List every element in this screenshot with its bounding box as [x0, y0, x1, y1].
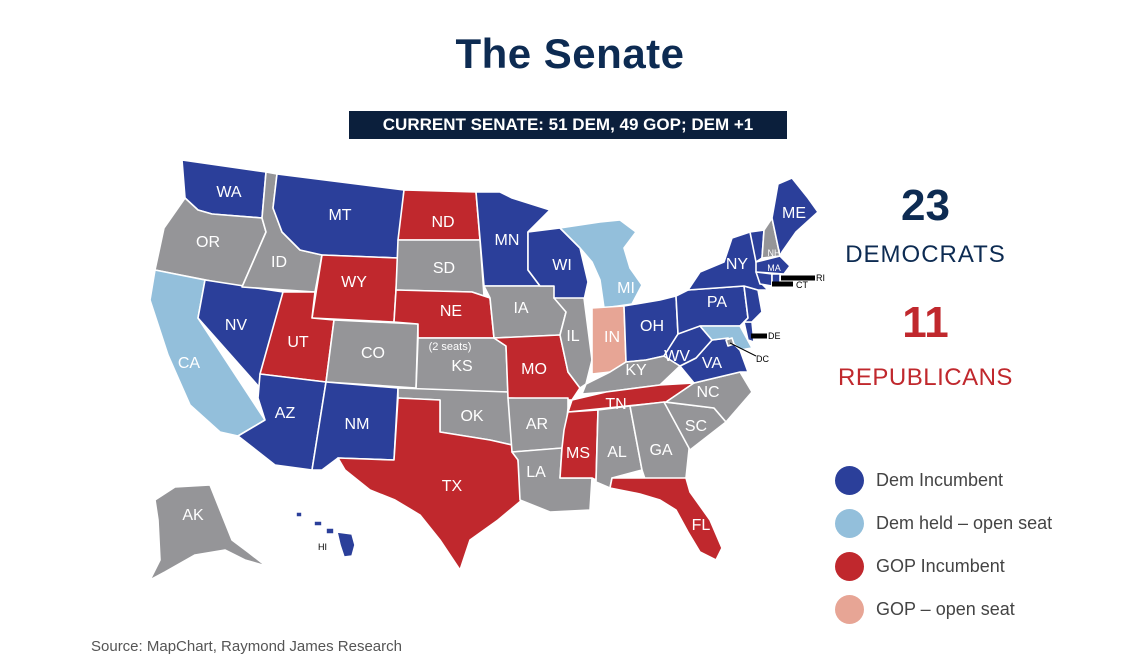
- label-TN: TN: [605, 396, 626, 413]
- republicans-count: 11: [902, 298, 949, 347]
- label-LA: LA: [526, 464, 546, 481]
- label-CT: CT: [796, 280, 808, 290]
- label-MO: MO: [521, 361, 547, 378]
- page-title: The Senate: [455, 30, 685, 77]
- label-DC: DC: [756, 354, 769, 364]
- legend-swatch: [835, 552, 864, 581]
- label-KS: KS: [451, 358, 472, 375]
- label-WV: WV: [664, 348, 690, 365]
- state-FL[interactable]: [609, 477, 723, 561]
- source-note: Source: MapChart, Raymond James Research: [91, 638, 402, 655]
- label-NE: NE: [440, 303, 462, 320]
- label-TX: TX: [442, 478, 463, 495]
- democrats-label: DEMOCRATS: [845, 241, 1006, 268]
- label-ME: ME: [782, 205, 806, 222]
- state-IL[interactable]: [553, 297, 593, 389]
- label-OR: OR: [196, 234, 220, 251]
- legend-label: Dem held – open seat: [876, 513, 1053, 533]
- label-VA: VA: [702, 355, 722, 372]
- label-SD: SD: [433, 260, 455, 277]
- label-MI: MI: [617, 280, 635, 297]
- label-UT: UT: [287, 334, 309, 351]
- label-AR: AR: [526, 416, 548, 433]
- label-OK: OK: [460, 408, 483, 425]
- label-CA: CA: [178, 355, 201, 372]
- current-senate-banner: CURRENT SENATE: 51 DEM, 49 GOP; DEM +1: [349, 111, 787, 139]
- label-GA: GA: [649, 442, 672, 459]
- label-NE-note: (2 seats): [429, 341, 472, 353]
- callout-lines: [729, 275, 815, 357]
- label-NM: NM: [345, 416, 370, 433]
- label-SC: SC: [685, 418, 707, 435]
- label-KY: KY: [625, 362, 647, 379]
- legend-label: GOP – open seat: [876, 599, 1015, 619]
- label-WI: WI: [552, 257, 572, 274]
- label-AZ: AZ: [275, 405, 296, 422]
- republicans-label: REPUBLICANS: [838, 364, 1013, 391]
- label-WY: WY: [341, 274, 367, 291]
- label-CO: CO: [361, 345, 385, 362]
- legend-item-dem-incumbent: Dem Incumbent: [835, 459, 1135, 502]
- label-NC: NC: [696, 384, 719, 401]
- label-RI: RI: [816, 273, 825, 283]
- democrats-count: 23: [901, 181, 950, 230]
- legend-swatch: [835, 466, 864, 495]
- legend-swatch: [835, 509, 864, 538]
- label-ID: ID: [271, 254, 287, 271]
- state-MD[interactable]: [699, 325, 753, 351]
- legend-item-dem-open: Dem held – open seat: [835, 502, 1135, 545]
- label-AK: AK: [182, 507, 204, 524]
- state-ME[interactable]: [771, 177, 819, 257]
- label-NV: NV: [225, 317, 248, 334]
- label-HI: HI: [318, 542, 327, 552]
- label-MT: MT: [328, 207, 351, 224]
- legend-label: Dem Incumbent: [876, 470, 1004, 490]
- label-AL: AL: [607, 444, 627, 461]
- state-TX[interactable]: [337, 397, 523, 571]
- state-AK[interactable]: [149, 484, 267, 581]
- label-PA: PA: [707, 294, 727, 311]
- label-ND: ND: [431, 214, 454, 231]
- label-MS: MS: [566, 445, 590, 462]
- label-IA: IA: [513, 300, 528, 317]
- label-MA: MA: [767, 263, 781, 273]
- label-WA: WA: [216, 184, 242, 201]
- legend-label: GOP Incumbent: [876, 556, 1005, 576]
- label-NY: NY: [726, 256, 749, 273]
- label-MN: MN: [495, 232, 520, 249]
- label-IL: IL: [566, 328, 579, 345]
- label-IN: IN: [604, 329, 620, 346]
- state-MA[interactable]: [755, 255, 791, 275]
- state-MI[interactable]: [559, 219, 643, 309]
- label-FL: FL: [692, 517, 711, 534]
- legend-swatch: [835, 595, 864, 624]
- label-DE: DE: [768, 331, 781, 341]
- state-HI[interactable]: [295, 511, 356, 558]
- state-labels: WA OR CA NV ID MT WY UT AZ CO NM ND SD N…: [178, 184, 825, 552]
- callout-dc-line: [729, 342, 757, 357]
- legend-item-gop-incumbent: GOP Incumbent: [835, 545, 1135, 588]
- map-legend: Dem Incumbent Dem held – open seat GOP I…: [835, 459, 1135, 631]
- label-NH: NH: [768, 248, 781, 258]
- label-OH: OH: [640, 318, 664, 335]
- legend-item-gop-open: GOP – open seat: [835, 588, 1135, 631]
